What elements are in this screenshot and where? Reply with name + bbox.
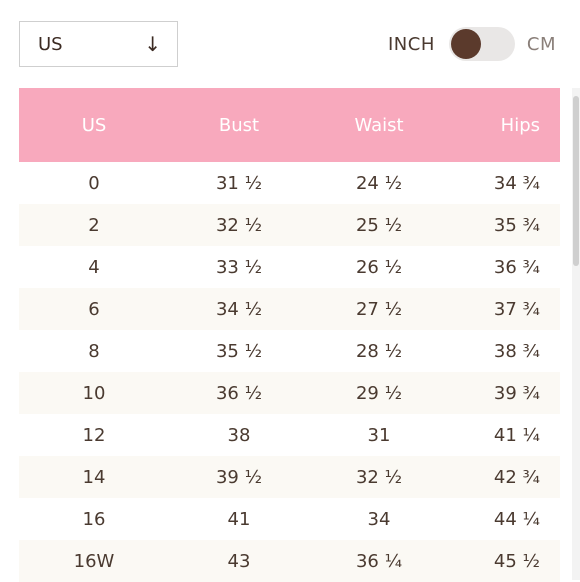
unit-switch[interactable] (448, 27, 515, 61)
hips-cell: 42 ¾ (449, 456, 560, 498)
bust-cell: 35 ½ (215, 340, 263, 362)
hips-cell: 45 ½ (449, 540, 560, 582)
table-row: 4 33 ½ 26 ½ 36 ¾ (19, 246, 560, 288)
waist-cell: 31 (367, 424, 391, 446)
size-cell: 2 (19, 204, 169, 246)
table-row: 16 41 34 44 ¼ (19, 498, 560, 540)
bust-cell: 33 ½ (215, 256, 263, 278)
size-cell: 16 (82, 508, 106, 530)
size-cell: 4 (88, 256, 100, 278)
size-region-value: US (38, 33, 63, 55)
table-row: 8 35 ½ 28 ½ 38 ¾ (19, 330, 560, 372)
bust-cell: 43 (169, 540, 309, 582)
scrollbar-thumb[interactable] (573, 96, 579, 266)
hips-cell: 37 ¾ (449, 288, 560, 330)
waist-cell: 32 ½ (309, 456, 449, 498)
waist-cell: 36 ¼ (309, 540, 449, 582)
size-cell: 12 (82, 424, 106, 446)
bust-cell: 31 ½ (215, 172, 263, 194)
table-header-row: US Bust Waist Hips (19, 88, 560, 162)
size-cell: 10 (19, 372, 169, 414)
bust-cell: 36 ½ (169, 372, 309, 414)
table-row: 0 31 ½ 24 ½ 34 ¾ (19, 162, 560, 204)
header-waist: Waist (309, 88, 449, 162)
bust-cell: 39 ½ (169, 456, 309, 498)
hips-cell: 41 ¼ (493, 424, 540, 446)
hips-cell: 38 ¾ (493, 340, 540, 362)
waist-cell: 28 ½ (355, 340, 403, 362)
header-hips: Hips (449, 88, 560, 162)
hips-cell: 39 ¾ (449, 372, 560, 414)
hips-cell: 35 ¾ (449, 204, 560, 246)
switch-knob (450, 29, 481, 59)
waist-cell: 29 ½ (309, 372, 449, 414)
size-chart-controls: US ↓ INCH CM (0, 0, 580, 88)
table-row: 14 39 ½ 32 ½ 42 ¾ (19, 456, 560, 498)
header-us: US (19, 88, 169, 162)
size-cell: 6 (19, 288, 169, 330)
size-cell: 16W (19, 540, 169, 582)
unit-toggle: INCH CM (388, 26, 556, 62)
header-bust: Bust (169, 88, 309, 162)
table-row: 6 34 ½ 27 ½ 37 ¾ (19, 288, 560, 330)
waist-cell: 24 ½ (355, 172, 403, 194)
arrow-down-icon: ↓ (144, 32, 161, 56)
bust-cell: 34 ½ (169, 288, 309, 330)
waist-cell: 25 ½ (309, 204, 449, 246)
size-cell: 0 (88, 172, 100, 194)
size-region-select[interactable]: US ↓ (19, 21, 178, 67)
waist-cell: 26 ½ (355, 256, 403, 278)
size-cell: 14 (19, 456, 169, 498)
scrollbar[interactable] (572, 88, 580, 580)
waist-cell: 27 ½ (309, 288, 449, 330)
size-cell: 8 (88, 340, 100, 362)
hips-cell: 44 ¼ (493, 508, 540, 530)
table-row: 16W 43 36 ¼ 45 ½ (19, 540, 560, 582)
table-row: 12 38 31 41 ¼ (19, 414, 560, 456)
size-chart-table: US Bust Waist Hips 0 31 ½ 24 ½ 34 ¾ 2 32… (19, 88, 560, 582)
bust-cell: 32 ½ (169, 204, 309, 246)
inch-label[interactable]: INCH (388, 33, 435, 55)
cm-label[interactable]: CM (526, 33, 556, 55)
hips-cell: 34 ¾ (493, 172, 540, 194)
bust-cell: 41 (227, 508, 251, 530)
table-row: 10 36 ½ 29 ½ 39 ¾ (19, 372, 560, 414)
hips-cell: 36 ¾ (493, 256, 540, 278)
waist-cell: 34 (367, 508, 391, 530)
bust-cell: 38 (227, 424, 251, 446)
table-row: 2 32 ½ 25 ½ 35 ¾ (19, 204, 560, 246)
